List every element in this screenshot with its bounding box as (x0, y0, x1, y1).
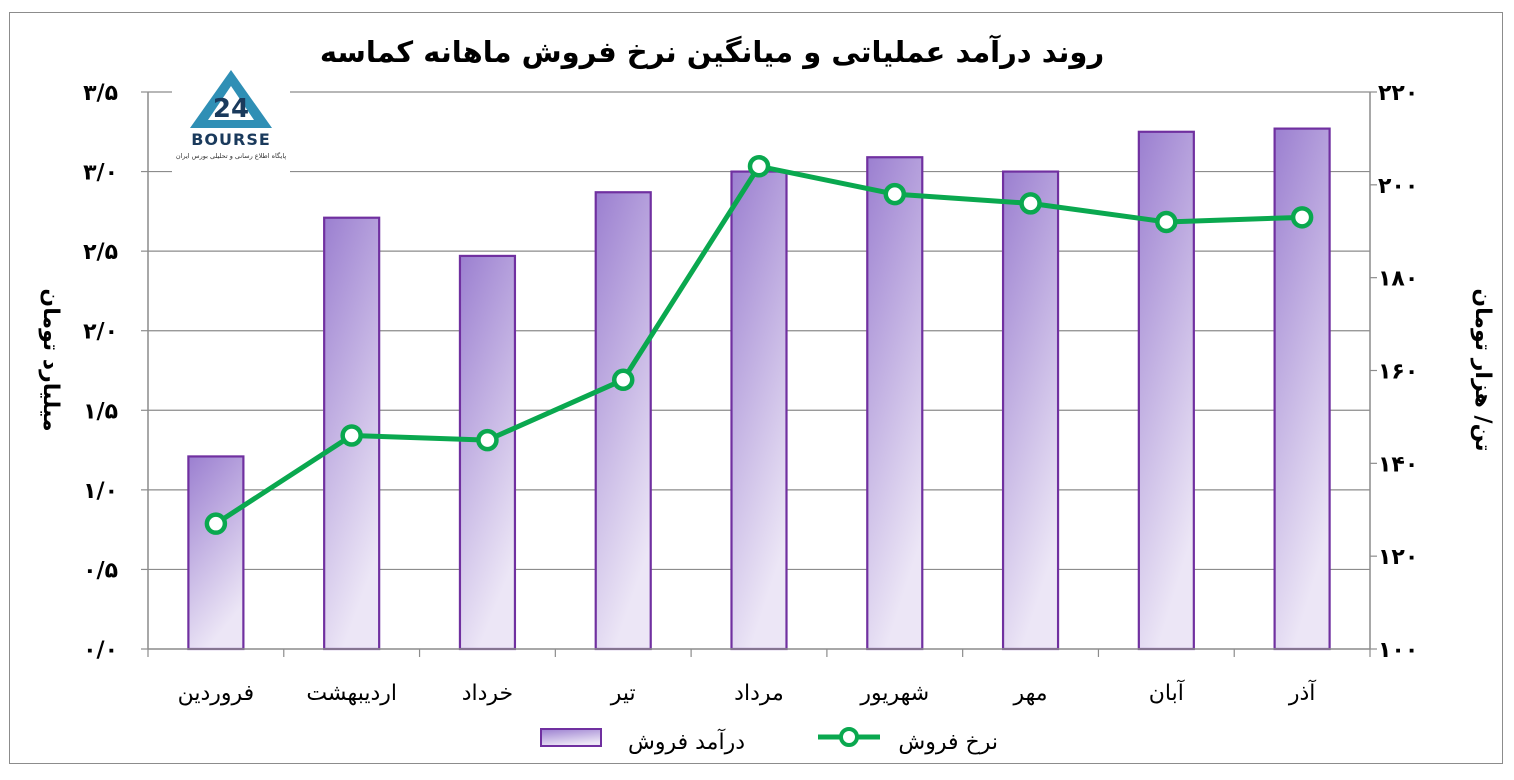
svg-text:24: 24 (213, 94, 249, 124)
left-axis-title: میلیارد تومان (38, 288, 63, 431)
line-point (1155, 210, 1178, 234)
bar (866, 156, 924, 651)
bar (730, 170, 788, 651)
right-axis-title: تن/ هزار تومان (1470, 288, 1495, 451)
left-tick-label: ۱/۰ (83, 479, 118, 504)
bar (1137, 130, 1195, 651)
axes: ۰/۰ ۰/۵ ۱/۰ ۱/۵ ۲/۰ ۲/۵ ۳/۰ ۳/۵ ۱۰۰ ۱۲۰ ۱۴۰ ۱۶۰ ۱۸۰ ۲… (83, 81, 1418, 706)
right-tick-label: ۱۲۰ (1378, 545, 1418, 570)
x-tick-label: فروردین (178, 681, 255, 706)
bar (1273, 127, 1331, 651)
bar (1001, 170, 1060, 651)
logo-tagline: پایگاه اطلاع رسانی و تحلیلی بورس ایران (175, 152, 287, 160)
legend-line-label: نرخ فروش (898, 730, 998, 755)
legend-line-marker (839, 727, 859, 747)
right-tick-label: ۲۰۰ (1378, 174, 1418, 199)
line-point (1019, 192, 1042, 215)
legend-bar-label: درآمد فروش (628, 728, 745, 755)
right-tick-label: ۲۲۰ (1378, 81, 1418, 106)
line-point (340, 424, 363, 447)
bar (594, 191, 652, 651)
x-tick-label: اردیبهشت (306, 681, 397, 706)
x-tick-label: آبان (1149, 679, 1185, 706)
x-tick-label: مهر (1013, 681, 1048, 706)
x-tick-label: آذر (1288, 679, 1316, 706)
left-tick-label: ۲/۰ (83, 320, 118, 345)
right-tick-label: ۱۴۰ (1378, 452, 1418, 477)
x-tick-label: مرداد (734, 681, 784, 706)
chart-title: روند درآمد عملیاتی و میانگین نرخ فروش ما… (320, 34, 1104, 69)
legend: درآمد فروش نرخ فروش (540, 727, 998, 755)
line-point (1290, 206, 1314, 229)
bar (187, 455, 245, 651)
x-tick-label: شهریور (859, 681, 929, 706)
line-point (204, 512, 228, 535)
left-tick-label: ۳/۰ (83, 161, 118, 186)
logo-brand: BOURSE (191, 130, 271, 149)
left-tick-label: ۰/۰ (83, 638, 118, 663)
left-tick-label: ۳/۵ (83, 81, 118, 106)
bar (458, 254, 517, 651)
right-tick-label: ۱۰۰ (1378, 638, 1418, 663)
line-series (204, 155, 1314, 535)
line-point (611, 368, 635, 392)
right-tick-label: ۱۸۰ (1378, 267, 1418, 292)
left-tick-label: ۰/۵ (83, 558, 118, 583)
bourse-logo: 24 BOURSE پایگاه اطلاع رسانی و تحلیلی بو… (172, 62, 290, 174)
legend-bar-swatch (540, 728, 602, 747)
x-tick-label: تیر (610, 681, 636, 706)
bar-series (187, 127, 1331, 651)
line-point (747, 155, 771, 178)
line-point (883, 182, 907, 206)
left-tick-label: ۲/۵ (83, 240, 118, 265)
x-tick-label: خرداد (462, 681, 513, 706)
right-tick-label: ۱۶۰ (1378, 360, 1418, 385)
logo-mark-icon: 24 (190, 70, 272, 128)
left-tick-label: ۱/۵ (83, 399, 118, 424)
line-point (476, 428, 499, 452)
